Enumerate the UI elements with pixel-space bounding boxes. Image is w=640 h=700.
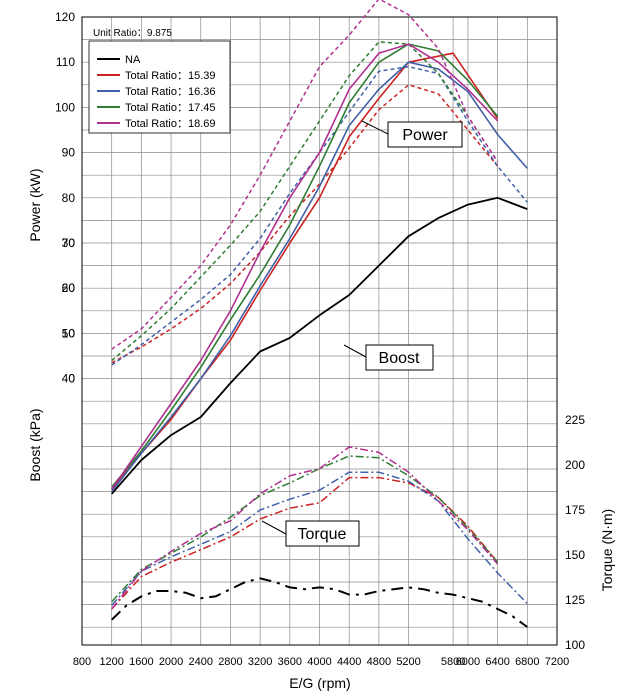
power-tick-label: 70 <box>62 236 76 250</box>
boost-callout-label: Boost <box>379 350 420 367</box>
x-tick-label: 1600 <box>129 656 153 668</box>
legend-entries: NA Total Ratio：15.39 Total Ratio：16.36 Tota… <box>97 54 216 130</box>
torque-axis-title: Torque (N·m) <box>599 509 615 591</box>
plot-frame <box>81 16 558 646</box>
boost-tick-label: 0 <box>68 372 75 386</box>
power-tick-label: 100 <box>55 100 75 114</box>
power-axis-title: Power (kW) <box>27 168 43 241</box>
power-callout-label: Power <box>402 127 448 144</box>
torque-callout: Torque <box>261 520 360 547</box>
boost-tick-label: 30 <box>62 236 76 250</box>
power-line <box>111 61 528 493</box>
boost-line <box>111 84 499 364</box>
legend-label: Total Ratio：18.69 <box>125 118 216 130</box>
x-tick-label: 6800 <box>515 656 539 668</box>
x-tick-label: 1200 <box>99 656 123 668</box>
torque-tick-label: 225 <box>565 413 585 427</box>
legend-label: NA <box>125 54 141 66</box>
series-layer <box>111 0 528 628</box>
x-axis-title: E/G (rpm) <box>289 675 350 691</box>
x-tick-label: 2400 <box>189 656 213 668</box>
torque-callout-leader <box>261 520 287 535</box>
torque-tick-label: 150 <box>565 548 585 562</box>
power-tick-label: 120 <box>55 10 75 24</box>
x-tick-label: 3200 <box>248 656 272 668</box>
legend-box <box>88 40 231 134</box>
boost-axis-title: Boost (kPa) <box>27 408 43 481</box>
power-tick-label: 60 <box>62 281 76 295</box>
power-line <box>111 43 499 490</box>
power-line <box>111 43 499 488</box>
torque-tick-label: 200 <box>565 458 585 472</box>
x-tick-label: 5200 <box>396 656 420 668</box>
torque-tick-label: 125 <box>565 593 585 607</box>
x-tick-label: 7200 <box>545 656 569 668</box>
torque-callout-box <box>285 520 360 547</box>
x-tick-label: 2000 <box>159 656 183 668</box>
x-tick-label: 800 <box>73 656 91 668</box>
torque-tick-label: 100 <box>565 638 585 652</box>
torque-line <box>111 476 499 610</box>
torque-tick-label: 175 <box>565 503 585 517</box>
x-tick-label: 2800 <box>218 656 242 668</box>
power-line <box>111 196 528 495</box>
legend-label: Total Ratio：16.36 <box>125 86 216 98</box>
unit-ratio-label: Unit Ratio：9.875 <box>93 28 172 39</box>
power-callout: Power <box>361 120 463 148</box>
power-callout-leader <box>361 120 389 135</box>
torque-line <box>111 471 528 606</box>
x-tick-label: 3600 <box>278 656 302 668</box>
x-tick-label: 4800 <box>367 656 391 668</box>
x-tick-label: 4000 <box>307 656 331 668</box>
boost-callout-box <box>365 344 434 371</box>
boost-line <box>111 41 499 362</box>
boost-callout-leader <box>343 344 367 358</box>
power-tick-label: 90 <box>62 146 76 160</box>
boost-line <box>111 65 528 366</box>
power-callout-box <box>387 121 463 148</box>
boost-callout: Boost <box>343 344 434 371</box>
torque-line <box>111 577 528 628</box>
power-tick-label: 50 <box>62 326 76 340</box>
torque-line <box>111 455 499 603</box>
boost-tick-label: 20 <box>62 281 76 295</box>
power-tick-label: 40 <box>62 372 76 386</box>
torque-callout-label: Torque <box>298 526 347 543</box>
boost-line <box>111 0 499 350</box>
power-tick-label: 110 <box>56 55 75 69</box>
legend-label: Total Ratio：15.39 <box>125 70 216 82</box>
legend: NA Total Ratio：15.39 Total Ratio：16.36 Tota… <box>88 40 231 134</box>
x-tick-label: 6000 <box>456 656 480 668</box>
torque-line <box>111 446 499 610</box>
boost-tick-label: 10 <box>62 326 76 340</box>
x-tick-label: 5800 <box>441 656 465 668</box>
x-tick-label: 4400 <box>337 656 361 668</box>
x-tick-label: 6400 <box>485 656 509 668</box>
legend-label: Total Ratio：17.45 <box>125 102 216 114</box>
power-tick-label: 80 <box>62 191 76 205</box>
